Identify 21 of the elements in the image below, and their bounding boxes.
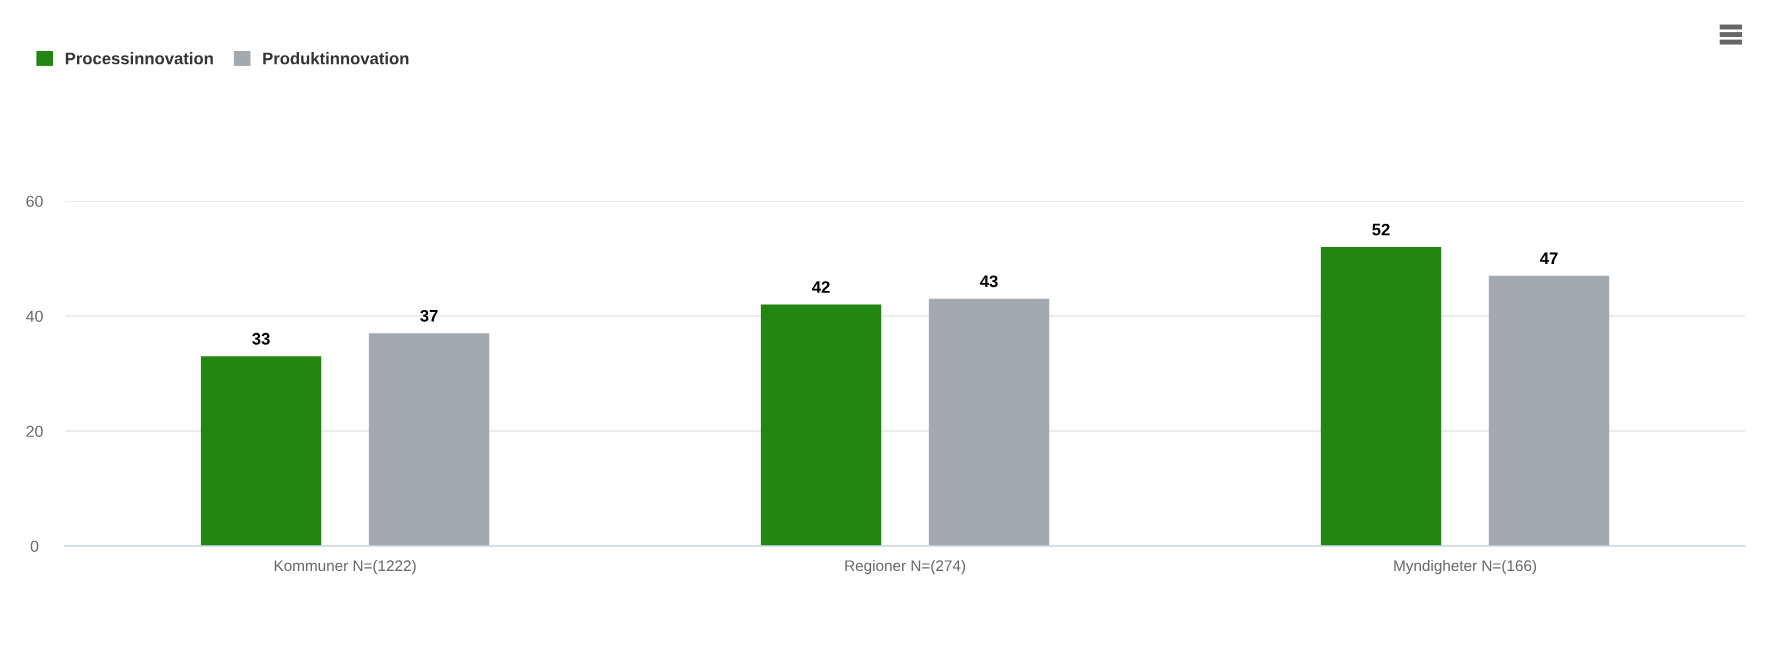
legend-label: Produktinnovation xyxy=(263,52,409,65)
y-tick-label: 20 xyxy=(26,425,43,437)
x-tick-label: Kommuner N=(1222) xyxy=(274,559,416,575)
data-label: 33 xyxy=(252,332,270,345)
data-label: 47 xyxy=(1540,252,1558,265)
legend-label: Processinnovation xyxy=(65,52,213,65)
x-tick-label: Regioner N=(274) xyxy=(845,559,966,575)
bar xyxy=(928,298,1050,547)
data-label: 43 xyxy=(980,275,998,288)
x-tick-label: Myndigheter N=(166) xyxy=(1394,559,1537,575)
y-tick-label: 40 xyxy=(26,310,43,322)
bar xyxy=(200,356,322,547)
bar xyxy=(760,304,882,547)
bar xyxy=(1320,247,1442,547)
bar xyxy=(1488,275,1610,547)
data-label: 42 xyxy=(812,281,830,293)
bar xyxy=(368,333,490,547)
data-label: 37 xyxy=(420,309,438,322)
y-tick-label: 0 xyxy=(30,540,39,552)
data-label: 52 xyxy=(1372,223,1390,236)
y-tick-label: 60 xyxy=(26,195,43,208)
